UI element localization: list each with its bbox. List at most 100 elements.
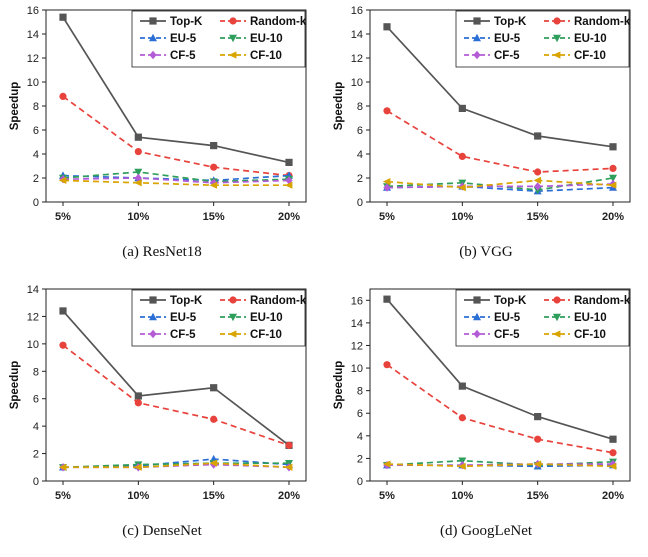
y-tick-label: 10 [351,363,363,375]
series-line-eu-5 [62,174,290,182]
data-point-cf-10 [382,178,391,186]
data-point-top-k [534,132,542,140]
y-axis-label: Speedup [9,82,21,131]
y-tick-label: 6 [357,408,363,420]
series-random-k [59,341,293,449]
data-point-top-k [210,384,218,392]
plot-frame [369,288,631,482]
series-line-top-k [386,298,614,441]
panel-vgg: 0 2 4 6 8 10 12 14 16 5% 10% 15% 20% Speedup Top-K Rand… [324,0,648,278]
data-point-eu-10 [609,174,617,183]
legend-label-eu-10: EU-10 [250,312,283,324]
x-tick-label: 10% [451,490,473,502]
legend-label-cf-10: CF-10 [574,50,606,62]
series-random-k [383,107,617,176]
caption-resnet18: (a) ResNet18 [122,244,202,260]
legend-label-top-k: Top-K [494,16,527,28]
data-point-top-k [59,13,67,21]
legend-marker-random-k [229,17,237,25]
series-line-random-k [386,363,614,454]
x-tick-label: 20% [602,211,624,223]
series-line-cf-5 [386,183,614,189]
legend-label-top-k: Top-K [170,295,203,307]
data-point-random-k [134,148,142,156]
series-line-cf-5 [62,177,290,184]
series-line-eu-5 [62,458,290,469]
series-line-cf-10 [386,463,614,468]
legend-label-random-k: Random-k [574,295,631,307]
y-tick-label: 0 [33,476,39,488]
data-point-cf-5 [134,173,142,183]
legend-marker-random-k [553,17,561,25]
legend: Top-K Random-k EU-5 EU-10 CF-5 CF-10 [131,10,307,68]
y-tick-label: 2 [357,453,363,465]
x-tick-label: 10% [127,490,149,502]
data-point-top-k [609,435,617,443]
legend-label-cf-5: CF-5 [494,329,520,341]
y-tick-label: 14 [351,318,363,330]
legend-label-top-k: Top-K [494,295,527,307]
series-line-cf-10 [62,179,289,187]
legend-label-cf-10: CF-10 [250,329,282,341]
legend-label-random-k: Random-k [250,16,307,28]
legend-label-cf-5: CF-5 [494,50,520,62]
x-tick-label: 10% [451,211,473,223]
series-cf-5 [383,179,617,192]
data-point-random-k [458,152,466,160]
legend-label-cf-5: CF-5 [170,329,196,341]
data-point-cf-10 [209,181,218,189]
data-point-random-k [285,441,293,449]
legend-label-eu-5: EU-5 [494,33,521,45]
legend-marker-cf-10 [228,330,237,338]
series-line-eu-10 [62,462,289,469]
caption-vgg: (b) VGG [459,244,513,260]
legend: Top-K Random-k EU-5 EU-10 CF-5 CF-10 [131,289,307,347]
legend-marker-eu-5 [473,312,481,321]
series-random-k [383,361,617,457]
y-tick-label: 6 [33,394,39,406]
data-point-cf-10 [58,176,67,184]
data-point-random-k [383,107,391,115]
legend-marker-eu-5 [149,33,157,42]
data-point-top-k [458,382,466,390]
data-point-top-k [458,104,466,112]
y-tick-label: 0 [357,197,363,209]
panel-densenet: 0 2 4 6 8 10 12 14 5% 10% 15% 20% Speedup Top-K Random… [0,279,324,557]
x-tick-label: 5% [379,490,395,502]
data-point-cf-10 [134,463,142,471]
x-tick-label: 20% [278,211,300,223]
series-top-k [59,13,293,166]
series-cf-10 [58,176,293,189]
panel-googlenet: 0 2 4 6 8 10 12 14 16 5% 10% 15% 20% Speedup Top-K Rand… [324,279,648,557]
caption-googlenet: (d) GoogLeNet [439,523,533,539]
series-line-random-k [386,110,614,173]
series-random-k [59,92,293,180]
panel-resnet18: 0 2 4 6 8 10 12 14 16 5% 10% 15% 20% Speedup Top-K Rand… [0,0,324,278]
legend-marker-random-k [229,296,237,304]
chart-resnet18: 0 2 4 6 8 10 12 14 16 5% 10% 15% 20% Speedup Top-K Rand… [9,5,307,223]
series-line-eu-10 [386,459,614,467]
data-point-cf-10 [209,459,218,467]
legend-marker-eu-10 [229,34,237,43]
legend-label-eu-5: EU-5 [494,312,521,324]
series-line-top-k [62,16,290,164]
y-tick-label: 4 [357,431,363,443]
data-point-random-k [383,361,391,369]
series-top-k [383,23,617,151]
caption-densenet: (c) DenseNet [122,523,202,539]
y-tick-label: 14 [27,284,39,296]
y-tick-label: 2 [357,173,363,185]
legend-marker-cf-10 [552,51,561,59]
data-point-top-k [534,413,542,421]
legend-label-eu-10: EU-10 [574,312,607,324]
y-tick-label: 4 [33,421,39,433]
y-tick-label: 6 [357,125,363,137]
y-tick-label: 6 [33,125,39,137]
legend-label-cf-10: CF-10 [250,50,282,62]
data-point-top-k [134,392,142,400]
legend-marker-eu-10 [229,313,237,322]
data-point-top-k [609,143,617,151]
y-tick-label: 12 [27,53,39,65]
legend-marker-top-k [473,17,481,25]
data-point-random-k [134,399,142,407]
